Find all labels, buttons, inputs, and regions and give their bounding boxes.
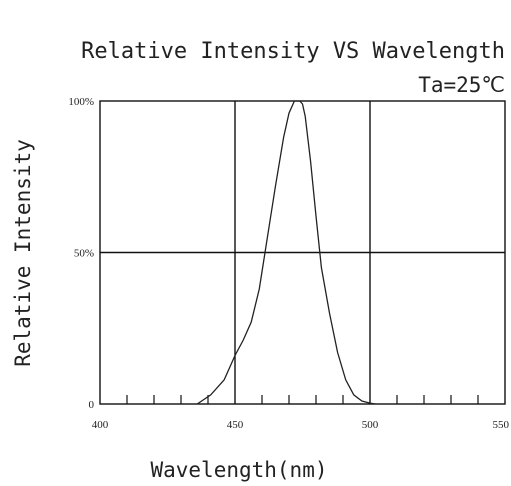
y-tick-label: 0: [89, 399, 95, 411]
x-axis-label: Wavelength(nm): [150, 458, 327, 482]
series-layer: [196, 100, 376, 405]
x-tick-label: 500: [362, 419, 379, 431]
y-tick-label: 100%: [68, 96, 94, 108]
x-tick-labels: 400 450 500 550: [92, 419, 510, 431]
plot-frame: [99, 100, 506, 405]
y-axis-label: Relative Intensity: [11, 139, 35, 367]
spectrum-line: [196, 100, 376, 405]
x-minor-ticks: [126, 395, 479, 404]
x-tick-label: 400: [92, 419, 109, 431]
chart-condition: Ta=25℃: [418, 73, 505, 97]
y-tick-label: 50%: [74, 248, 94, 260]
x-tick-label: 550: [493, 419, 510, 431]
y-tick-labels: 0 50% 100%: [68, 96, 94, 411]
chart-title: Relative Intensity VS Wavelength: [81, 39, 505, 64]
x-tick-label: 450: [227, 419, 244, 431]
grid: [100, 101, 505, 404]
